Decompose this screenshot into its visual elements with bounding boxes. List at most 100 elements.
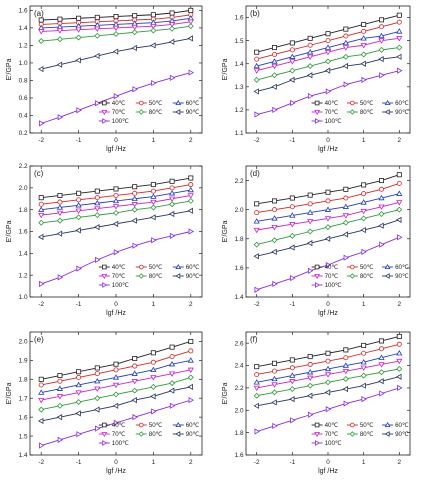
legend-label: 100℃ [112,440,129,447]
y-tick-label: 1.4 [19,452,28,459]
data-point [95,425,101,432]
data-point [307,92,314,100]
series-100 [254,234,403,293]
data-point [289,40,295,46]
data-point [132,190,138,196]
x-tick-label: 0 [326,301,330,308]
y-axis-label: E'/GPa [6,58,13,80]
data-point [271,215,278,221]
series-100 [254,384,403,435]
data-point [168,190,176,196]
data-point [38,206,45,212]
data-point [38,389,45,395]
data-point [271,248,277,255]
legend-item-70: 70℃ [98,109,126,116]
data-point [290,274,296,282]
legend: 40℃ 50℃ 60℃ 70℃ 80℃ 90℃ 100℃ [98,100,200,125]
data-point [342,45,349,51]
data-point [75,227,81,234]
legend-marker [138,273,145,279]
data-point [360,365,367,371]
data-point [113,367,119,373]
legend-item-100: 100℃ [98,440,129,447]
data-point [307,267,314,274]
x-tick-label: -1 [76,137,82,144]
data-point [272,207,278,213]
series-line [41,37,191,70]
legend-marker [175,109,181,115]
legend-item-80: 80℃ [135,431,163,438]
data-point [150,350,156,356]
legend: 40℃ 50℃ 60℃ 70℃ 80℃ 90℃ 100℃ [98,422,200,447]
data-point [307,42,313,48]
data-point [378,32,385,39]
legend-marker [101,273,108,279]
data-point [324,235,331,242]
legend-item-90: 90℃ [382,109,409,116]
data-point [396,44,403,51]
data-point [307,228,314,235]
data-point [307,201,313,207]
x-tick-label: 1 [362,301,366,308]
series-40 [38,175,194,201]
legend-label: 70℃ [325,273,339,280]
x-axis-label: lgf /Hz [106,468,126,475]
legend-item-50: 50℃ [346,264,374,271]
data-point [56,414,63,421]
data-point [187,193,194,199]
data-point [378,17,384,23]
legend-label: 90℃ [186,273,200,280]
data-point [38,212,45,219]
x-tick-label: -1 [76,301,82,308]
data-point [37,65,44,73]
data-point [39,442,45,449]
legend-marker [314,100,320,106]
series-80 [38,374,194,413]
data-point [361,28,367,34]
data-point [396,365,403,372]
data-point [343,347,349,353]
data-point [38,376,44,382]
data-point [342,375,349,382]
legend-item-60: 60℃ [382,100,409,107]
data-point [324,206,332,212]
data-point [94,224,100,231]
data-point [38,201,44,207]
data-point [150,375,157,381]
panel-label: (e) [34,335,44,344]
data-point [94,52,100,60]
legend: 40℃ 50℃ 60℃ 70℃ 80℃ 90℃ 100℃ [311,264,409,289]
data-point [94,212,101,219]
y-tick-label: 1.0 [19,60,28,67]
data-point [325,379,331,386]
data-point [378,194,385,201]
series-60 [253,190,403,224]
panel-label: (d) [250,169,260,178]
data-point [342,362,349,368]
legend-item-90: 90℃ [172,109,200,116]
data-point [325,261,332,269]
data-point [396,19,402,25]
legend-marker [314,422,320,428]
data-point [271,58,278,64]
data-point [272,422,278,430]
legend-item-80: 80℃ [346,273,374,280]
data-point [76,369,82,375]
legend-label: 90℃ [395,109,409,116]
y-tick-label: 1.2 [19,43,28,50]
data-point [253,385,260,392]
y-tick-label: 1.6 [19,229,28,236]
series-50 [254,180,402,216]
data-point [94,188,100,194]
data-point [343,195,349,201]
legend-marker [349,431,356,437]
data-point [397,384,403,392]
data-point [378,338,384,344]
data-point [188,175,194,181]
legend-label: 50℃ [360,100,374,107]
data-point [76,15,82,21]
data-point [94,406,100,413]
series-70 [253,200,403,234]
data-point [361,395,367,403]
data-point [187,357,194,363]
